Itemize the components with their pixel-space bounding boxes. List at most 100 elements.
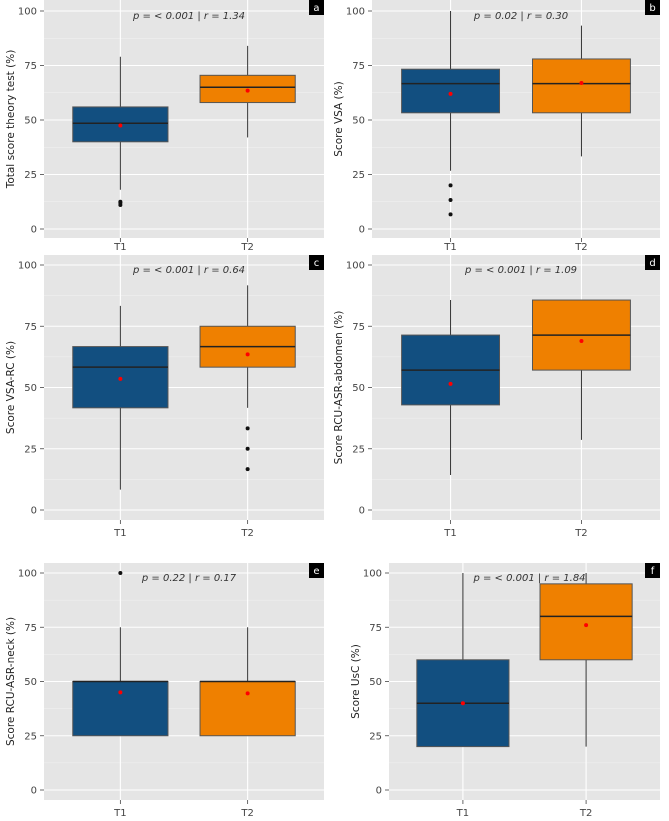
x-tick-label: T1 <box>113 808 126 819</box>
y-tick-label: 50 <box>352 116 365 127</box>
y-axis-label: Score VSA (%) <box>333 81 345 156</box>
box-T2 <box>199 285 296 472</box>
y-tick-label: 0 <box>359 225 365 236</box>
panel-letter-badge <box>309 255 324 270</box>
panel-letter: c <box>314 258 320 269</box>
box-T2 <box>199 627 296 737</box>
x-tick-label: T1 <box>113 528 126 539</box>
y-tick-label: 100 <box>18 7 37 18</box>
annotation: p = < 0.001 | r = 1.84 <box>472 573 585 584</box>
outlier-point <box>118 571 123 575</box>
y-tick-label: 75 <box>24 61 37 72</box>
annotation: p = 0.02 | r = 0.30 <box>473 11 568 22</box>
outlier-point <box>118 199 123 204</box>
y-tick-label: 50 <box>369 677 382 688</box>
y-tick-label: 50 <box>352 383 365 394</box>
x-tick-label: T2 <box>240 528 253 539</box>
y-tick-label: 50 <box>24 116 37 127</box>
mean-point <box>118 376 123 381</box>
panel-letter-badge <box>645 0 660 15</box>
mean-point <box>448 381 453 386</box>
box-T2 <box>199 45 296 138</box>
y-tick-label: 100 <box>346 261 365 272</box>
y-axis-label: Score RCU-ASR-neck (%) <box>5 617 17 746</box>
outlier-point <box>448 212 453 217</box>
y-tick-label: 25 <box>352 444 365 455</box>
mean-point <box>245 691 250 696</box>
box-iqr <box>531 58 631 114</box>
x-tick-label: T2 <box>579 808 592 819</box>
outlier-point <box>448 198 453 203</box>
outlier-point <box>245 467 250 472</box>
mean-point <box>118 123 123 128</box>
panel-letter: e <box>313 566 319 577</box>
box-T1 <box>72 571 169 737</box>
annotation: p = 0.22 | r = 0.17 <box>141 573 237 584</box>
box-T2 <box>539 573 633 747</box>
mean-point <box>584 623 589 628</box>
y-tick-label: 0 <box>376 786 382 797</box>
box-T1 <box>416 573 510 748</box>
y-tick-label: 25 <box>24 170 37 181</box>
panel-letter-badge <box>645 255 660 270</box>
y-axis-label: Score UsC (%) <box>350 644 362 719</box>
y-tick-label: 25 <box>24 444 37 455</box>
y-tick-label: 75 <box>369 623 382 634</box>
y-tick-label: 50 <box>24 677 37 688</box>
panel-d: 0 25 50 75 100 T1 T2 p = < 0.001 | r = 1.09 d Sco… <box>333 255 660 539</box>
y-tick-label: 25 <box>24 731 37 742</box>
y-tick-label: 75 <box>352 61 365 72</box>
box-iqr <box>401 68 501 114</box>
box-iqr <box>539 583 633 661</box>
y-tick-label: 0 <box>31 786 37 797</box>
box-T1 <box>401 300 501 475</box>
y-axis-label: Score VSA-RC (%) <box>5 341 17 434</box>
box-iqr <box>72 346 169 409</box>
mean-point <box>448 91 453 96</box>
x-tick-label: T2 <box>574 242 587 253</box>
mean-point <box>118 690 123 695</box>
panel-letter-badge <box>645 563 660 578</box>
y-axis-label: Score RCU-ASR-abdomen (%) <box>333 311 345 465</box>
y-tick-label: 0 <box>31 225 37 236</box>
box-T2 <box>531 299 631 440</box>
panel-c: 0 25 50 75 100 T1 T2 p = < 0.001 | r = 0.64 c Sco… <box>5 255 324 539</box>
y-axis-label: Total score theory test (%) <box>5 50 17 190</box>
mean-point <box>245 352 250 357</box>
panel-letter: f <box>651 566 655 577</box>
panel-letter: b <box>649 3 655 14</box>
x-tick-label: T1 <box>443 528 456 539</box>
y-tick-label: 75 <box>24 623 37 634</box>
panel-a: 0 25 50 75 100 T1 T2 p = < 0.001 | r = 1.34 a Tot… <box>5 0 324 253</box>
y-tick-label: 50 <box>24 383 37 394</box>
outlier-point <box>245 426 250 431</box>
box-T1 <box>72 305 169 490</box>
box-T1 <box>401 11 501 217</box>
outlier-point <box>245 446 250 451</box>
panel-letter-badge <box>309 0 324 15</box>
mean-point <box>579 80 584 85</box>
y-tick-label: 100 <box>363 569 382 580</box>
mean-point <box>460 701 465 706</box>
y-tick-label: 100 <box>18 261 37 272</box>
panel-e: 0 25 50 75 100 T1 T2 p = 0.22 | r = 0.17 e Score … <box>5 563 324 819</box>
x-tick-label: T1 <box>456 808 469 819</box>
y-tick-label: 100 <box>346 7 365 18</box>
y-tick-label: 25 <box>352 170 365 181</box>
panel-letter: d <box>649 258 655 269</box>
panel-b: 0 25 50 75 100 T1 T2 p = 0.02 | r = 0.30 b Score … <box>333 0 660 253</box>
annotation: p = < 0.001 | r = 1.09 <box>464 265 577 276</box>
box-T1 <box>72 56 169 208</box>
outlier-point <box>448 183 453 188</box>
x-tick-label: T1 <box>443 242 456 253</box>
panel-letter-badge <box>309 563 324 578</box>
mean-point <box>245 88 250 93</box>
box-iqr <box>72 681 169 737</box>
mean-point <box>579 338 584 343</box>
annotation: p = < 0.001 | r = 1.34 <box>132 11 245 22</box>
box-iqr <box>199 681 296 737</box>
box-T2 <box>531 25 631 157</box>
x-tick-label: T1 <box>113 242 126 253</box>
x-tick-label: T2 <box>240 242 253 253</box>
